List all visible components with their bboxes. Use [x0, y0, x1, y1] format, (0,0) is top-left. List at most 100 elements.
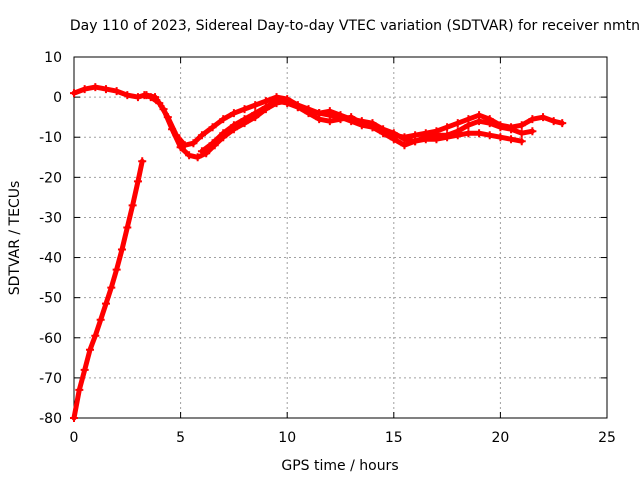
- data-point: [133, 93, 142, 102]
- data-point: [507, 125, 516, 134]
- data-point: [197, 131, 206, 140]
- data-point: [528, 115, 537, 124]
- axes: [73, 56, 608, 419]
- y-tick-label: -20: [39, 170, 62, 186]
- x-tick-label: 0: [70, 430, 79, 446]
- data-point: [379, 125, 388, 134]
- data-point: [347, 115, 356, 124]
- series-trace-ramp: [70, 157, 147, 422]
- data-point: [101, 299, 110, 308]
- data-point: [197, 147, 206, 156]
- data-point: [336, 111, 345, 120]
- y-tick-label: -10: [39, 130, 62, 146]
- y-tick-label: -80: [39, 411, 62, 427]
- data-point: [123, 91, 132, 100]
- data-point: [229, 121, 238, 130]
- data-point: [208, 139, 217, 148]
- data-point: [133, 177, 142, 186]
- x-tick-label: 20: [491, 430, 509, 446]
- data-point: [229, 109, 238, 118]
- plot-frame: [73, 56, 608, 419]
- data-series: [70, 83, 567, 422]
- data-point: [272, 97, 281, 106]
- data-point: [389, 129, 398, 138]
- data-point: [85, 345, 94, 354]
- data-point: [443, 123, 452, 132]
- data-point: [240, 115, 249, 124]
- data-point: [80, 365, 89, 374]
- y-tick-label: -70: [39, 371, 62, 387]
- data-point: [293, 103, 302, 112]
- data-point: [159, 105, 168, 114]
- data-point: [208, 123, 217, 132]
- data-point: [325, 107, 334, 116]
- data-point: [96, 315, 105, 324]
- data-point: [453, 119, 462, 128]
- data-point: [112, 87, 121, 96]
- x-tick-label: 10: [278, 430, 296, 446]
- data-point: [112, 265, 121, 274]
- x-tick-label: 15: [385, 430, 403, 446]
- data-point: [549, 117, 558, 126]
- data-point: [475, 117, 484, 126]
- data-point: [517, 129, 526, 138]
- tick-labels: 0 5 10 15 20 25 10 0 -10 -20 -30 -40 -50 -60 -70 -80: [39, 50, 616, 446]
- data-point: [421, 135, 430, 144]
- data-point: [528, 127, 537, 136]
- data-point: [219, 129, 228, 138]
- data-point: [475, 129, 484, 138]
- series-trace-c: [197, 97, 526, 156]
- data-point: [107, 283, 116, 292]
- x-tick-label: 25: [598, 430, 616, 446]
- data-point: [496, 123, 505, 132]
- x-axis-label: GPS time / hours: [281, 458, 398, 474]
- data-point: [443, 133, 452, 142]
- data-point: [142, 91, 151, 100]
- data-point: [283, 99, 292, 108]
- data-point: [80, 85, 89, 94]
- data-point: [128, 201, 137, 210]
- data-point: [464, 129, 473, 138]
- data-point: [189, 139, 198, 148]
- data-point: [496, 133, 505, 142]
- y-tick-label: 0: [53, 90, 62, 106]
- data-point: [304, 107, 313, 116]
- y-tick-label: -60: [39, 331, 62, 347]
- data-point: [117, 245, 126, 254]
- data-point: [485, 119, 494, 128]
- grid-lines: [74, 57, 607, 418]
- data-point: [185, 151, 194, 160]
- data-point: [368, 119, 377, 128]
- data-point: [261, 103, 270, 112]
- data-point: [432, 135, 441, 144]
- data-point: [176, 143, 185, 152]
- data-point: [315, 109, 324, 118]
- y-tick-label: 10: [44, 50, 62, 66]
- data-point: [411, 137, 420, 146]
- y-tick-label: -30: [39, 210, 62, 226]
- series-line: [71, 158, 145, 421]
- y-tick-label: -40: [39, 251, 62, 267]
- data-point: [453, 131, 462, 140]
- y-tick-label: -50: [39, 291, 62, 307]
- data-point: [75, 385, 84, 394]
- data-point: [138, 157, 147, 166]
- y-axis-label: SDTVAR / TECUs: [7, 181, 23, 296]
- data-point: [70, 414, 78, 422]
- data-point: [400, 135, 409, 144]
- data-point: [251, 109, 260, 118]
- data-point: [251, 101, 260, 110]
- data-point: [558, 119, 567, 128]
- data-point: [70, 89, 78, 98]
- data-point: [240, 105, 249, 114]
- data-point: [123, 223, 132, 232]
- data-point: [325, 117, 334, 126]
- x-tick-label: 5: [176, 430, 185, 446]
- data-point: [507, 135, 516, 144]
- data-point: [539, 113, 548, 122]
- data-point: [517, 121, 526, 130]
- data-point: [357, 117, 366, 126]
- data-point: [219, 115, 228, 124]
- data-point: [151, 93, 160, 102]
